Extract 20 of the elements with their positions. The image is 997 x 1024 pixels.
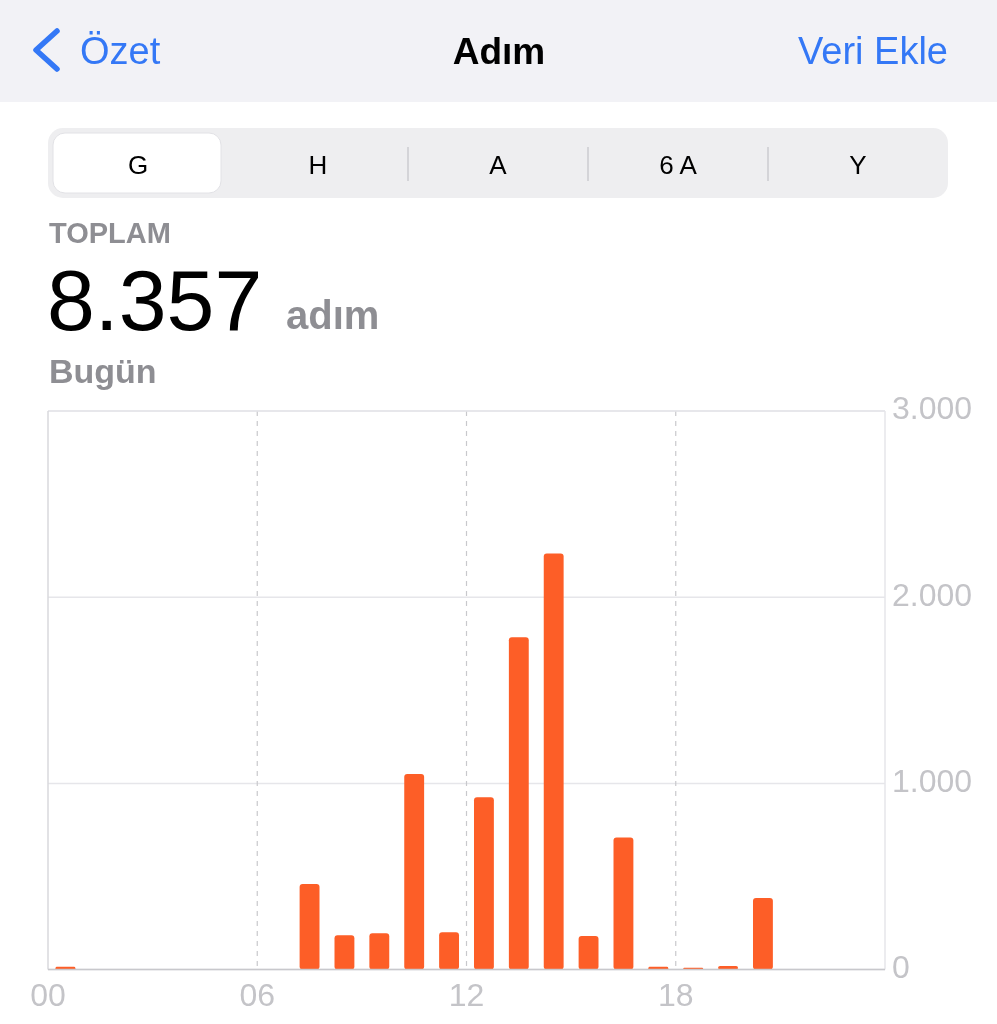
- text: Veri Ekle: [798, 30, 948, 72]
- text: 6 A: [659, 150, 698, 180]
- text: H: [308, 150, 328, 180]
- y-tick-label: 0: [892, 949, 910, 986]
- y-tick-label: 1.000: [892, 762, 973, 799]
- text: adım: [286, 293, 380, 337]
- text: G: [127, 150, 149, 180]
- text: 8.357: [47, 252, 263, 348]
- y-tick-label: 2.000: [892, 576, 973, 613]
- x-tick-label: 06: [239, 977, 276, 1013]
- x-tick-label: 18: [657, 977, 694, 1013]
- text: Bugün: [49, 352, 157, 390]
- text: Y: [849, 150, 867, 180]
- x-tick-label: 12: [448, 977, 485, 1013]
- y-tick-label: 3.000: [892, 390, 973, 427]
- x-tick-label: 00: [30, 977, 66, 1013]
- text: Özet: [80, 30, 161, 72]
- chart-title: Adım: [452, 31, 546, 72]
- text: TOPLAM: [49, 217, 171, 249]
- text: A: [489, 150, 508, 180]
